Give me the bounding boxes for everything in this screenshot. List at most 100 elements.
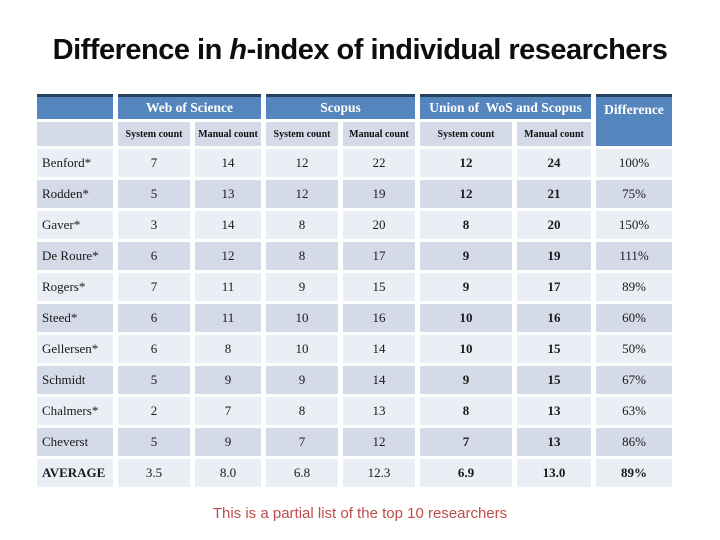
cell: 14 [195, 211, 261, 239]
cell: 20 [517, 211, 592, 239]
subheader-scopus-system-count: System count [266, 122, 338, 146]
cell: 7 [118, 149, 190, 177]
cell: 7 [118, 273, 190, 301]
cell: 3 [118, 211, 190, 239]
cell: 8 [266, 211, 338, 239]
cell: 24 [517, 149, 592, 177]
cell: 11 [195, 304, 261, 332]
row-label: Chalmers* [37, 397, 113, 425]
cell: 21 [517, 180, 592, 208]
table-row-rodden: Rodden* 5 13 12 19 12 21 75% [37, 180, 673, 208]
cell: 9 [420, 242, 512, 270]
table-row-average: AVERAGE 3.5 8.0 6.8 12.3 6.9 13.0 89% [37, 459, 673, 487]
table-row-chalmers: Chalmers* 2 7 8 13 8 13 63% [37, 397, 673, 425]
table-row-rogers: Rogers* 7 11 9 15 9 17 89% [37, 273, 673, 301]
cell-difference: 60% [596, 304, 673, 332]
cell: 19 [343, 180, 415, 208]
col-group-union-wos-scopus: Union of WoS and Scopus [420, 94, 592, 119]
subheader-wos-manual-count: Manual count [195, 122, 261, 146]
cell: 17 [517, 273, 592, 301]
cell: 19 [517, 242, 592, 270]
row-label: Rogers* [37, 273, 113, 301]
cell: 13.0 [517, 459, 592, 487]
cell: 8 [266, 397, 338, 425]
cell: 12.3 [343, 459, 415, 487]
col-group-scopus: Scopus [266, 94, 415, 119]
cell: 9 [420, 366, 512, 394]
cell: 9 [266, 366, 338, 394]
cell-difference: 150% [596, 211, 673, 239]
cell: 11 [195, 273, 261, 301]
table-group-header-row: Web of Science Scopus Union of WoS and S… [37, 94, 673, 146]
cell: 2 [118, 397, 190, 425]
subheader-scopus-manual-count: Manual count [343, 122, 415, 146]
cell: 12 [266, 149, 338, 177]
cell: 12 [266, 180, 338, 208]
cell: 13 [517, 397, 592, 425]
cell: 8 [420, 397, 512, 425]
title-text-2: -index of individual researchers [246, 34, 668, 66]
cell: 14 [343, 366, 415, 394]
cell: 10 [266, 335, 338, 363]
cell: 12 [195, 242, 261, 270]
cell: 9 [195, 366, 261, 394]
table-row-deroure: De Roure* 6 12 8 17 9 19 111% [37, 242, 673, 270]
cell-difference: 67% [596, 366, 673, 394]
cell: 16 [343, 304, 415, 332]
table-row-gaver: Gaver* 3 14 8 20 8 20 150% [37, 211, 673, 239]
h-index-comparison-table: Web of Science Scopus Union of WoS and S… [32, 91, 677, 490]
subheader-union-manual-count: Manual count [517, 122, 592, 146]
table-row-cheverst: Cheverst 5 9 7 12 7 13 86% [37, 428, 673, 456]
corner-cell [37, 94, 113, 119]
cell: 6 [118, 335, 190, 363]
corner-sub-cell [37, 122, 113, 146]
row-label: Schmidt [37, 366, 113, 394]
cell: 8 [266, 242, 338, 270]
table-subheader-row: System count Manual count System count M… [37, 122, 672, 146]
cell-difference: 111% [596, 242, 673, 270]
col-group-web-of-science: Web of Science [118, 94, 261, 119]
cell: 14 [195, 149, 261, 177]
cell: 14 [343, 335, 415, 363]
cell: 10 [266, 304, 338, 332]
cell-difference: 50% [596, 335, 673, 363]
cell: 16 [517, 304, 592, 332]
row-label: Gellersen* [37, 335, 113, 363]
cell: 12 [343, 428, 415, 456]
cell-difference: 89% [596, 273, 673, 301]
cell: 15 [517, 366, 592, 394]
cell: 8 [420, 211, 512, 239]
table-row-gellersen: Gellersen* 6 8 10 14 10 15 50% [37, 335, 673, 363]
cell: 3.5 [118, 459, 190, 487]
cell: 6 [118, 242, 190, 270]
cell-difference: 86% [596, 428, 673, 456]
row-label: De Roure* [37, 242, 113, 270]
footer-note: This is a partial list of the top 10 res… [212, 505, 508, 522]
cell-difference: 75% [596, 180, 673, 208]
cell: 5 [118, 366, 190, 394]
slide-title: Difference in h-index of individual rese… [0, 34, 720, 67]
cell: 12 [420, 180, 512, 208]
cell: 12 [420, 149, 512, 177]
row-label: Steed* [37, 304, 113, 332]
cell: 5 [118, 180, 190, 208]
table-row-steed: Steed* 6 11 10 16 10 16 60% [37, 304, 673, 332]
cell: 15 [517, 335, 592, 363]
cell: 17 [343, 242, 415, 270]
cell: 5 [118, 428, 190, 456]
table-row-benford: Benford* 7 14 12 22 12 24 100% [37, 149, 673, 177]
cell: 22 [343, 149, 415, 177]
row-label: Benford* [37, 149, 113, 177]
cell-difference: 100% [596, 149, 673, 177]
cell: 8 [195, 335, 261, 363]
title-italic-h: h [229, 34, 247, 66]
subheader-union-system-count: System count [420, 122, 512, 146]
cell: 15 [343, 273, 415, 301]
cell: 6.9 [420, 459, 512, 487]
cell: 13 [517, 428, 592, 456]
row-label: Cheverst [37, 428, 113, 456]
col-header-difference: Difference [596, 94, 673, 146]
cell: 10 [420, 335, 512, 363]
cell: 6.8 [266, 459, 338, 487]
cell: 13 [343, 397, 415, 425]
